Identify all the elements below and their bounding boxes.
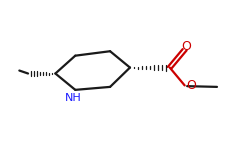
Text: O: O xyxy=(182,39,192,52)
Text: O: O xyxy=(186,79,196,92)
Text: NH: NH xyxy=(64,93,81,103)
